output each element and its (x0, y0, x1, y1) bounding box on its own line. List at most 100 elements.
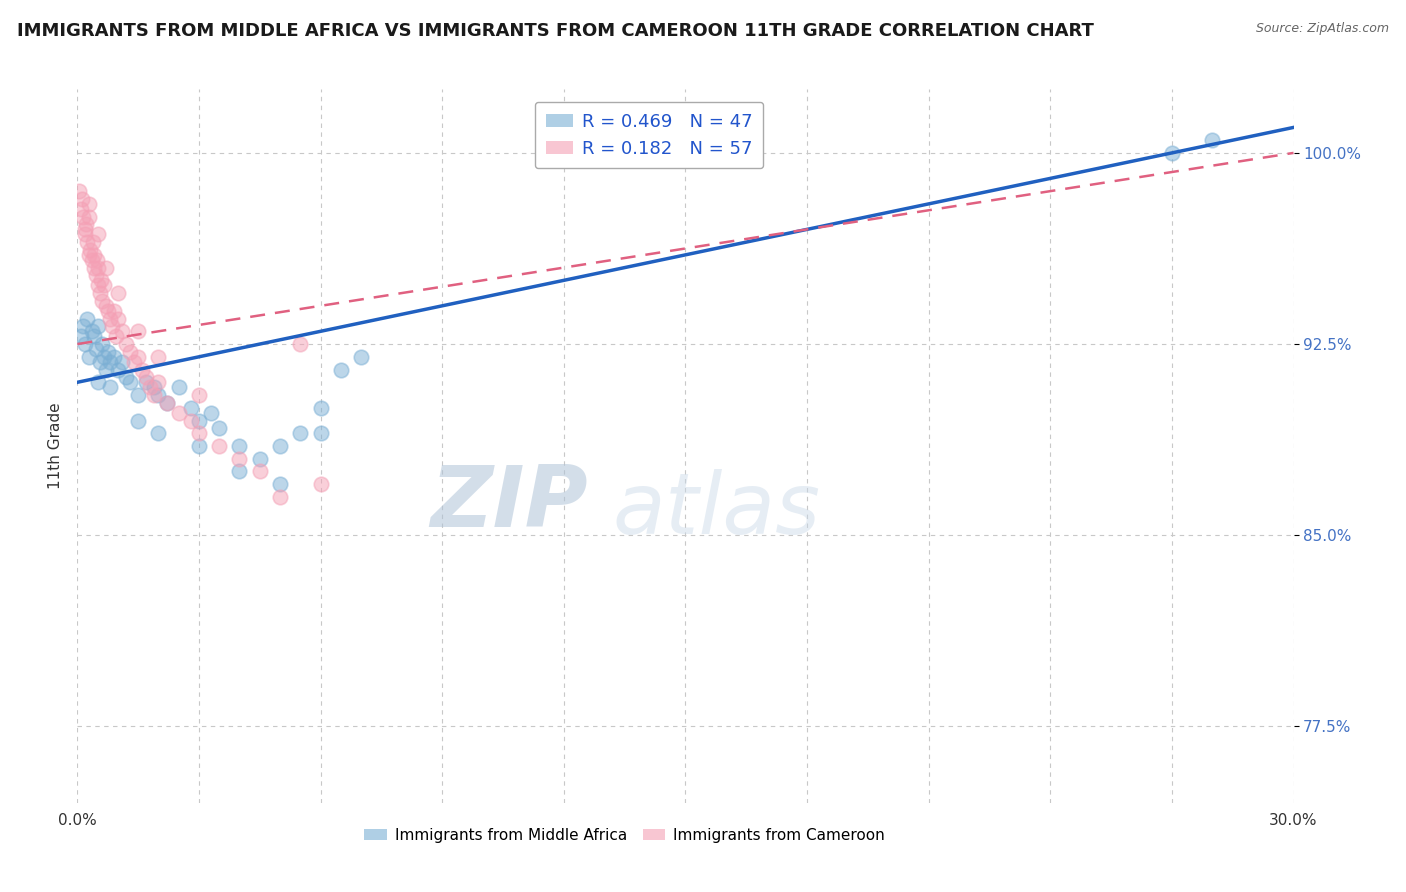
Point (111, 324, 134, 338)
Point (208, 439, 231, 453)
Point (84, 342, 107, 356)
Point (228, 451, 250, 466)
Point (70, 329, 93, 343)
Legend: Immigrants from Middle Africa, Immigrants from Cameroon: Immigrants from Middle Africa, Immigrant… (359, 822, 891, 848)
Point (188, 439, 211, 453)
Text: atlas: atlas (613, 468, 821, 552)
Point (309, 477, 332, 491)
Point (148, 350, 170, 364)
Point (77, 248, 100, 262)
Point (180, 413, 202, 427)
Point (90, 293, 112, 308)
Point (104, 329, 127, 343)
Point (269, 439, 291, 453)
Point (79, 350, 101, 364)
Point (350, 350, 373, 364)
Point (94, 260, 117, 275)
Point (148, 426, 170, 441)
Point (75, 217, 97, 231)
Point (131, 362, 153, 376)
Point (249, 465, 271, 479)
Point (111, 355, 134, 369)
Point (67, 184, 90, 198)
Point (143, 388, 166, 402)
Text: Source: ZipAtlas.com: Source: ZipAtlas.com (1256, 22, 1389, 36)
Point (70, 202, 93, 216)
Point (127, 413, 149, 427)
Point (167, 380, 190, 394)
Point (82, 235, 104, 249)
Point (148, 388, 170, 402)
Point (118, 376, 141, 390)
Point (101, 319, 124, 334)
Point (97, 344, 120, 359)
Point (127, 350, 149, 364)
Point (180, 401, 202, 415)
Point (290, 337, 312, 351)
Point (155, 395, 177, 409)
Point (89, 355, 111, 369)
Point (329, 362, 352, 376)
Point (76, 235, 98, 249)
Point (103, 350, 125, 364)
Point (75, 227, 97, 242)
Point (90, 337, 112, 351)
Point (107, 286, 129, 301)
Point (103, 304, 125, 318)
Point (75, 337, 97, 351)
Point (83, 260, 105, 275)
Point (135, 376, 157, 390)
Point (167, 406, 190, 420)
Point (98, 355, 121, 369)
Point (269, 490, 291, 504)
Point (98, 311, 121, 326)
Point (127, 324, 149, 338)
Point (83, 329, 105, 343)
Point (87, 260, 110, 275)
Point (148, 376, 170, 390)
Point (208, 421, 231, 435)
Point (249, 451, 271, 466)
Point (79, 243, 101, 257)
Point (89, 286, 111, 301)
Point (76, 311, 98, 326)
Point (188, 388, 211, 402)
Point (83, 248, 105, 262)
Point (79, 210, 101, 224)
Point (94, 299, 117, 313)
Point (107, 362, 129, 376)
Point (80, 252, 103, 267)
Point (200, 406, 222, 420)
Point (70, 192, 93, 206)
Point (93, 278, 115, 293)
Point (269, 477, 291, 491)
Point (98, 380, 121, 394)
Point (1201, 133, 1223, 147)
Point (86, 227, 108, 242)
Point (94, 362, 117, 376)
Point (90, 273, 112, 287)
Point (228, 465, 250, 479)
Point (309, 401, 332, 415)
Point (84, 268, 107, 283)
Point (1161, 145, 1184, 160)
Point (93, 350, 115, 364)
Point (86, 319, 108, 334)
Point (115, 337, 138, 351)
Point (143, 380, 166, 394)
Point (86, 252, 108, 267)
Point (107, 311, 129, 326)
Point (309, 426, 332, 441)
Point (97, 304, 120, 318)
Point (139, 380, 162, 394)
Point (115, 370, 138, 384)
Point (80, 324, 103, 338)
Point (118, 344, 141, 359)
Point (188, 413, 211, 427)
Point (86, 278, 108, 293)
Point (72, 319, 94, 334)
Point (73, 222, 96, 236)
Text: ZIP: ZIP (430, 461, 588, 545)
Point (72, 210, 94, 224)
Point (228, 439, 250, 453)
